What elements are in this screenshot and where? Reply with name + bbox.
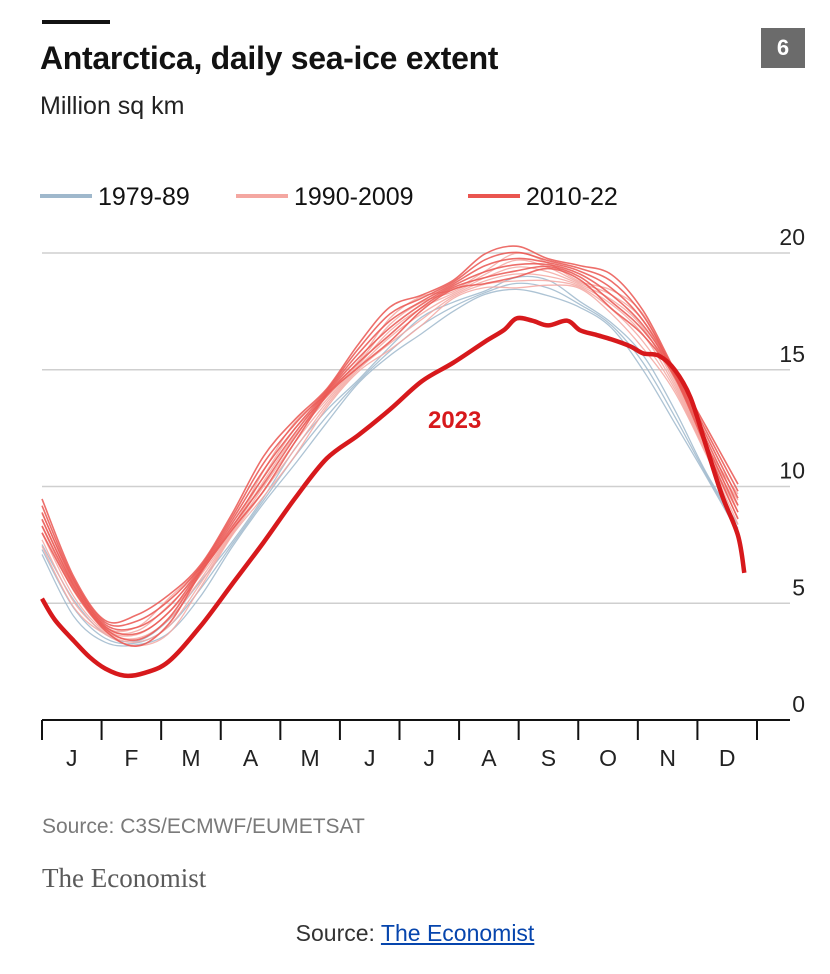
series-line-2010-22	[41, 257, 739, 631]
x-tick-label: J	[424, 745, 436, 771]
x-tick-label: J	[66, 745, 78, 771]
legend-item-2010-22: 2010-22	[468, 180, 618, 214]
legend-label: 2010-22	[526, 183, 618, 211]
legend-label: 1990-2009	[294, 183, 414, 211]
y-tick-label: 0	[792, 691, 805, 717]
x-tick-label: A	[243, 745, 259, 771]
legend-item-1979-89: 1979-89	[40, 180, 190, 214]
x-tick-label: M	[301, 745, 320, 771]
source-note: Source: C3S/ECMWF/EUMETSAT	[42, 815, 365, 838]
legend-swatch	[40, 194, 92, 199]
series-line-2023	[40, 315, 747, 679]
series-line-2010-22	[41, 251, 739, 627]
series-line-1990-2009	[41, 284, 739, 647]
series-line-2010-22	[41, 262, 739, 636]
annotation-label: 2023	[428, 407, 481, 434]
credit-prefix: Source:	[295, 920, 381, 946]
chart-plot-area: 0 5 10 15 20 J F M A M J J A S O N D 2023	[40, 224, 805, 771]
x-tick-label: F	[124, 745, 138, 771]
legend-item-1990-2009: 1990-2009	[236, 180, 414, 214]
top-rule	[42, 20, 110, 24]
credit-line: Source: The Economist	[0, 920, 830, 947]
chart-title: Antarctica, daily sea-ice extent	[40, 40, 499, 76]
series-line-2010-22	[41, 245, 739, 624]
chart-subtitle: Million sq km	[40, 92, 185, 120]
x-tick-label: M	[181, 745, 200, 771]
legend-swatch	[468, 194, 520, 199]
x-tick-label: J	[364, 745, 376, 771]
x-tick-label: D	[719, 745, 736, 771]
x-tick-label: A	[481, 745, 497, 771]
credit-link[interactable]: The Economist	[380, 920, 535, 946]
series-line-1990-2009	[41, 266, 739, 637]
series-line-2010-22	[41, 265, 739, 642]
legend-swatch	[236, 194, 288, 199]
publisher-brand: The Economist	[42, 863, 207, 893]
chart-number-badge: 6	[761, 28, 805, 68]
series-line-2010-22	[41, 267, 739, 647]
x-tick-label: O	[599, 745, 617, 771]
y-tick-label: 5	[792, 574, 805, 600]
x-tick-label: N	[659, 745, 676, 771]
y-tick-label: 20	[779, 224, 805, 250]
y-tick-label: 15	[779, 341, 805, 367]
legend-label: 1979-89	[98, 183, 190, 211]
series-line-1990-2009	[41, 259, 739, 635]
x-tick-label: S	[541, 745, 556, 771]
y-tick-label: 10	[779, 458, 805, 484]
